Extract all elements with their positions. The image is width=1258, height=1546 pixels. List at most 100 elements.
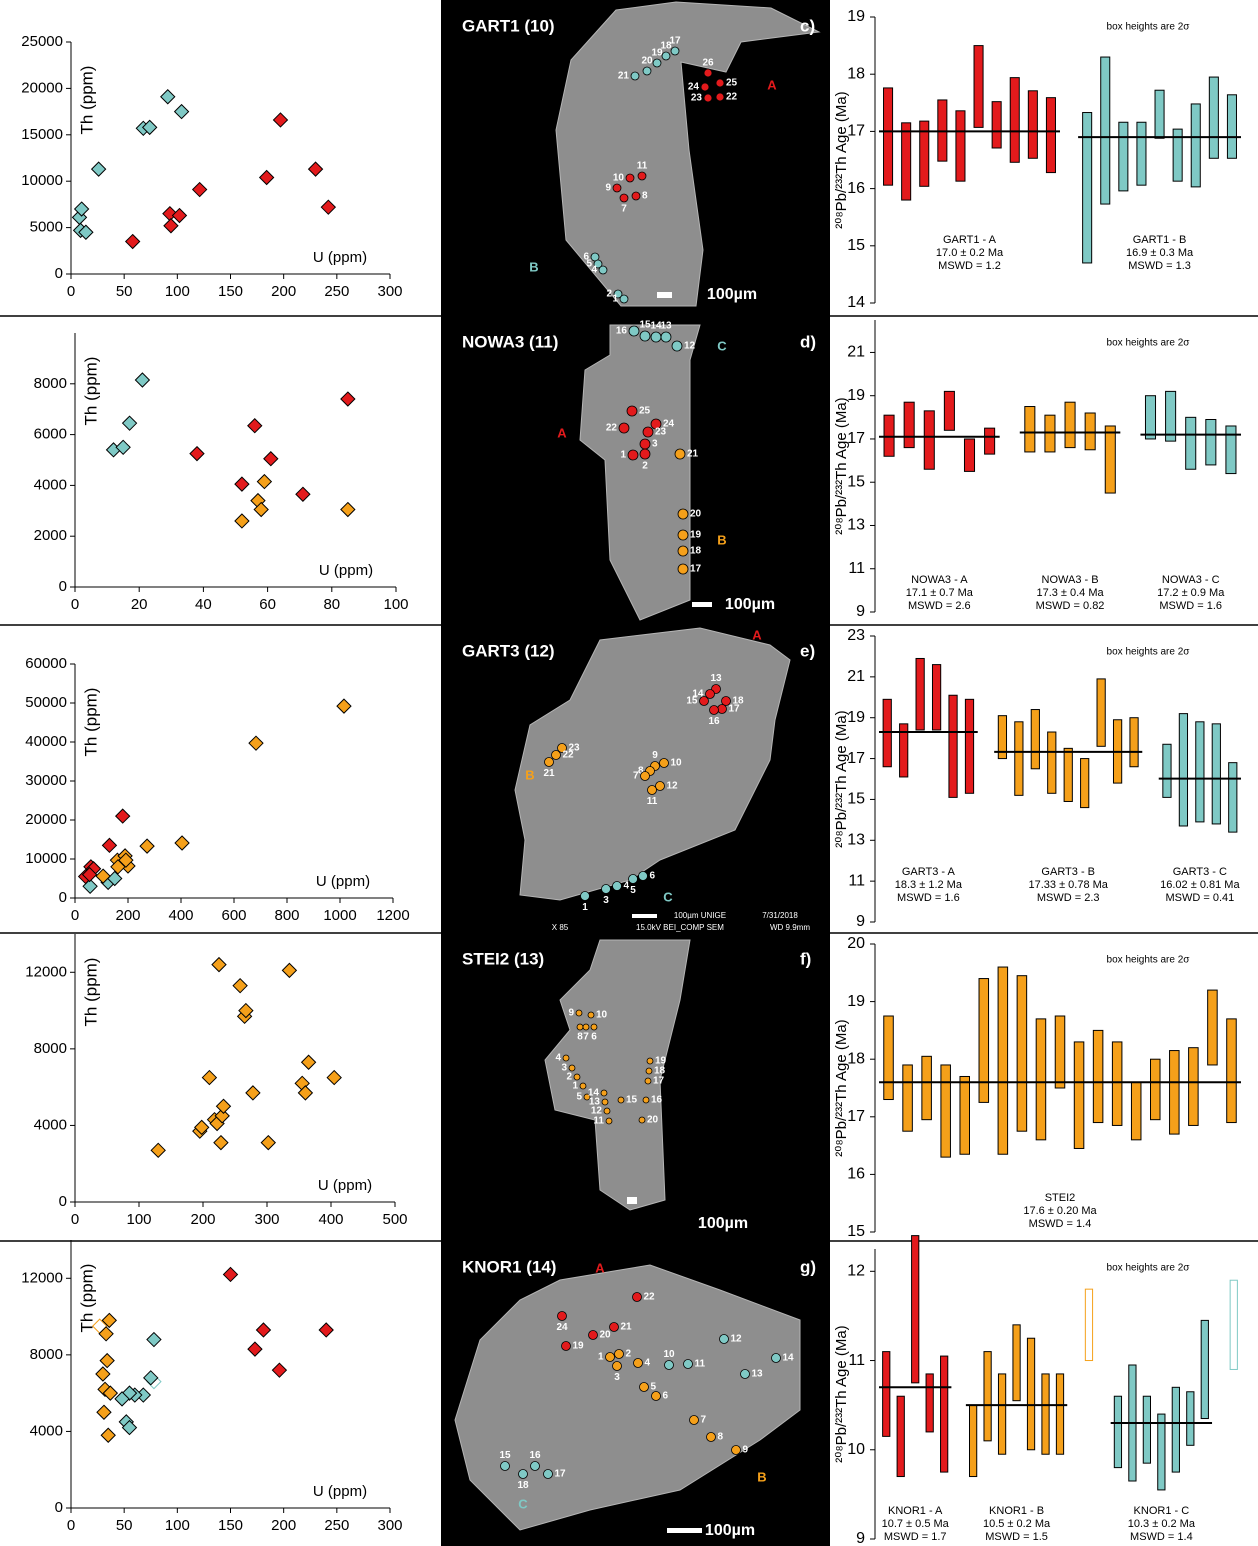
y-tick-label: 17 [847, 1108, 865, 1125]
annotation: box heights are 2σ [1107, 647, 1191, 658]
age-box [896, 1395, 905, 1478]
spot-label: 22 [606, 423, 618, 434]
spot-label: 1 [620, 450, 626, 461]
spot-label: 19 [651, 48, 663, 59]
group-letter: C [663, 889, 673, 904]
spot-label: 6 [650, 871, 656, 882]
y-tick-label: 40000 [25, 733, 67, 750]
spot-label: 4 [645, 1358, 651, 1369]
spot-label: 3 [603, 895, 609, 906]
age-box [983, 1351, 992, 1442]
analysis-spot [706, 1432, 716, 1442]
x-tick-label: 0 [67, 1517, 75, 1534]
x-tick-label: 400 [318, 1211, 343, 1228]
age-box [1045, 97, 1056, 174]
analysis-spot [646, 1057, 654, 1065]
analysis-spot [628, 325, 640, 337]
data-point [118, 852, 134, 868]
scale-label: 100µm [698, 1215, 748, 1232]
analysis-spot [642, 426, 654, 438]
analysis-spot [576, 1023, 584, 1031]
group-label: 17.1 ± 0.7 Ma [906, 587, 974, 599]
analysis-spot [598, 265, 608, 275]
age-box [1225, 425, 1237, 475]
y-tick-label: 19 [847, 709, 865, 726]
y-tick-label: 18 [847, 1050, 865, 1067]
data-point [95, 1366, 111, 1382]
spot-label: 10 [671, 758, 683, 769]
sem-stamp: 100µm UNIGE [674, 911, 726, 920]
spot-label: 15 [686, 696, 698, 707]
x-tick-label: 600 [221, 907, 246, 924]
age-box [1092, 1029, 1104, 1124]
x-axis-title: U (ppm) [313, 249, 367, 266]
data-point [247, 418, 263, 434]
analysis-spot [601, 884, 611, 894]
age-box [1030, 709, 1040, 770]
spot-label: 24 [556, 1322, 568, 1333]
data-point [255, 1322, 272, 1338]
spot-label: 17 [690, 564, 702, 575]
analysis-spot [612, 183, 622, 193]
analysis-spot [719, 1334, 729, 1344]
x-axis-title: U (ppm) [316, 873, 370, 890]
data-point [326, 1069, 342, 1086]
data-point [124, 233, 141, 250]
analysis-spot [600, 1089, 608, 1097]
y-tick-label: 9 [856, 913, 865, 930]
spot-label: 15 [499, 1450, 511, 1461]
group-label: 17.0 ± 0.2 Ma [936, 247, 1004, 259]
x-tick-label: 200 [271, 283, 296, 300]
y-tick-label: 8000 [34, 375, 67, 392]
spot-label: 14 [650, 321, 662, 332]
data-point [247, 1341, 263, 1357]
analysis-spot [647, 785, 657, 795]
data-point [150, 1142, 166, 1159]
spot-label: 12 [684, 341, 696, 352]
analysis-spot [568, 1064, 576, 1072]
group-label: GART3 - A [902, 866, 956, 878]
analysis-spot [612, 1361, 622, 1371]
data-point [213, 1134, 229, 1151]
y-tick-label: 0 [59, 578, 67, 595]
spot-label: 1 [582, 902, 588, 913]
data-point [232, 977, 248, 994]
age-box [1082, 112, 1093, 264]
spot-label: 19 [690, 530, 702, 541]
y-axis-title: ²⁰⁸Pb/²³²Th Age (Ma) [833, 397, 850, 534]
age-box [1035, 1018, 1047, 1141]
group-label: MSWD = 2.6 [908, 600, 971, 612]
age-box [1142, 1395, 1152, 1464]
data-point [340, 501, 356, 518]
analysis-spot [674, 448, 686, 460]
spot-label: 24 [663, 419, 675, 430]
spot-label: 5 [576, 1092, 582, 1103]
y-tick-label: 11 [848, 1352, 865, 1369]
spot-label: 21 [621, 1322, 633, 1333]
analysis-spot [670, 46, 680, 56]
age-box [1047, 731, 1057, 794]
group-label: 10.3 ± 0.2 Ma [1128, 1518, 1196, 1530]
sample-title: NOWA3 (11) [462, 332, 558, 351]
y-axis-title: ²⁰⁸Pb/²³²Th Age (Ma) [833, 91, 850, 228]
age-box [1228, 762, 1238, 833]
age-box [1073, 1041, 1085, 1149]
panel-letter: f) [800, 949, 811, 968]
scale-bar [627, 1197, 637, 1204]
spot-label: 17 [555, 1469, 567, 1480]
data-point [238, 1002, 254, 1019]
y-tick-label: 12000 [25, 963, 67, 980]
age-box [1186, 1391, 1195, 1446]
sample-title: KNOR1 (14) [462, 1257, 556, 1276]
sem-stamp: WD 9.9mm [770, 923, 810, 932]
age-box [1130, 1081, 1142, 1141]
age-box [1129, 717, 1139, 768]
data-point [174, 835, 190, 851]
y-tick-label: 12000 [21, 1269, 63, 1286]
analysis-spot [544, 757, 554, 767]
spot-label: 5 [651, 1382, 657, 1393]
y-tick-label: 5000 [30, 219, 63, 236]
data-point [121, 415, 138, 431]
group-label: MSWD = 1.6 [897, 892, 960, 904]
